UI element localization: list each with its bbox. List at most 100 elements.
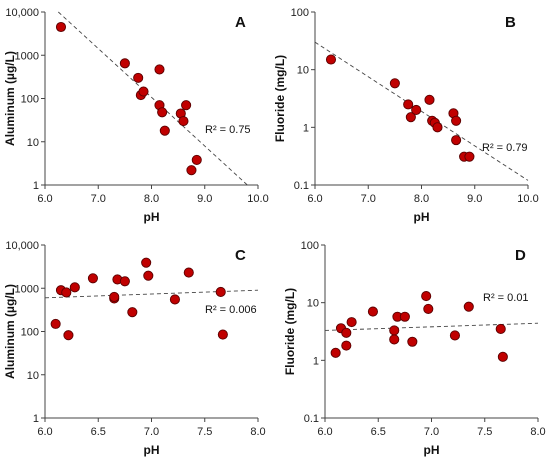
x-tick-label: 6.0 xyxy=(307,193,322,205)
y-axis-label: Fluoride (mg/L) xyxy=(273,55,287,142)
data-point xyxy=(367,306,378,317)
data-point xyxy=(346,317,357,328)
data-point xyxy=(407,336,418,347)
data-point xyxy=(186,165,197,176)
data-point xyxy=(341,327,352,338)
data-point xyxy=(325,54,337,65)
r-squared-label: R² = 0.01 xyxy=(483,292,529,304)
y-tick-label: 1 xyxy=(33,413,39,425)
data-point xyxy=(423,303,434,314)
x-axis-label: pH xyxy=(144,443,160,457)
data-point xyxy=(61,287,72,298)
x-tick-label: 6.0 xyxy=(317,426,332,438)
data-point xyxy=(138,86,149,97)
data-point xyxy=(389,78,400,89)
data-point xyxy=(215,286,226,298)
x-tick-label: 10.0 xyxy=(247,193,268,205)
data-point xyxy=(399,311,410,322)
y-tick-label: 1 xyxy=(303,122,309,134)
y-tick-label: 0.1 xyxy=(304,413,319,425)
x-tick-label: 7.5 xyxy=(197,426,212,438)
data-point xyxy=(424,94,435,105)
y-tick-label: 10,000 xyxy=(5,240,39,252)
x-tick-label: 6.5 xyxy=(91,426,106,438)
y-tick-label: 100 xyxy=(21,327,39,339)
data-point xyxy=(157,107,168,118)
data-point xyxy=(69,282,80,293)
data-point xyxy=(405,112,416,123)
data-point xyxy=(451,135,462,146)
x-axis-label: pH xyxy=(424,443,440,457)
panel-letter: D xyxy=(515,247,526,264)
data-point xyxy=(154,64,165,75)
y-tick-label: 10 xyxy=(27,370,39,382)
y-tick-label: 1000 xyxy=(15,50,39,62)
y-tick-label: 0.1 xyxy=(294,180,309,192)
data-point xyxy=(330,347,341,358)
x-axis-label: pH xyxy=(144,210,160,224)
x-tick-label: 7.0 xyxy=(424,426,439,438)
data-point xyxy=(341,340,352,351)
x-tick-label: 6.0 xyxy=(37,193,52,205)
x-tick-label: 6.5 xyxy=(371,426,386,438)
y-tick-label: 10 xyxy=(297,65,309,77)
x-tick-label: 8.0 xyxy=(414,193,429,205)
panel-letter: C xyxy=(235,247,246,264)
data-point xyxy=(119,58,130,69)
r-squared-label: R² = 0.006 xyxy=(205,304,257,316)
data-point xyxy=(169,294,180,305)
x-tick-label: 8.0 xyxy=(250,426,265,438)
chart-panel-c: 6.0 6.5 7.0 7.5 8.0 1 10 100 1000 10,000 pH Aluminu… xyxy=(3,240,266,457)
y-tick-label: 100 xyxy=(21,94,39,106)
trendline xyxy=(58,11,248,186)
data-point xyxy=(141,257,152,268)
y-tick-label: 1 xyxy=(33,180,39,192)
x-tick-label: 10.0 xyxy=(517,193,538,205)
data-point xyxy=(464,151,475,162)
y-axis-label: Aluminum (µg/L) xyxy=(3,284,17,379)
x-tick-label: 8.0 xyxy=(530,426,545,438)
data-point xyxy=(133,72,144,83)
x-tick-label: 7.0 xyxy=(144,426,159,438)
data-point xyxy=(389,325,400,336)
y-tick-label: 1 xyxy=(313,355,319,367)
x-tick-label: 9.0 xyxy=(467,193,482,205)
data-point xyxy=(389,334,400,345)
data-point xyxy=(63,330,74,341)
data-point xyxy=(143,270,154,281)
panel-letter: A xyxy=(235,14,246,31)
data-point xyxy=(421,291,432,302)
y-axis-label: Fluoride (mg/L) xyxy=(283,288,297,375)
y-tick-label: 10 xyxy=(307,298,319,310)
y-tick-label: 100 xyxy=(291,7,309,19)
data-point xyxy=(451,115,462,126)
data-point xyxy=(87,273,98,284)
x-tick-label: 9.0 xyxy=(197,193,212,205)
trendline xyxy=(324,322,539,331)
data-point xyxy=(403,99,414,110)
data-point xyxy=(109,291,120,302)
data-point xyxy=(119,276,130,287)
chart-panel-d: 6.0 6.5 7.0 7.5 8.0 0.1 1 10 100 pH Fluoride (mg/L… xyxy=(283,240,546,457)
y-axis-label: Aluminum (µg/L) xyxy=(3,51,17,146)
y-tick-label: 100 xyxy=(301,240,319,252)
chart-panel-a: 6.0 7.0 8.0 9.0 10.0 1 10 100 1000 10,000 pH Alumin… xyxy=(3,7,269,224)
x-tick-label: 8.0 xyxy=(144,193,159,205)
x-tick-label: 6.0 xyxy=(37,426,52,438)
data-point xyxy=(159,125,170,136)
data-point xyxy=(495,323,506,335)
y-tick-label: 10,000 xyxy=(5,7,39,19)
data-point xyxy=(449,330,460,341)
data-point xyxy=(432,122,443,133)
data-point xyxy=(217,329,228,340)
data-point xyxy=(127,307,138,318)
chart-panel-b: 6.0 7.0 8.0 9.0 10.0 0.1 1 10 100 pH Fluoride (mg/… xyxy=(273,7,539,224)
data-point xyxy=(411,104,422,116)
data-point xyxy=(183,267,194,278)
x-tick-label: 7.0 xyxy=(361,193,376,205)
data-point xyxy=(191,154,202,165)
y-tick-label: 1000 xyxy=(15,283,39,295)
y-tick-label: 10 xyxy=(27,137,39,149)
trendline xyxy=(314,41,529,181)
